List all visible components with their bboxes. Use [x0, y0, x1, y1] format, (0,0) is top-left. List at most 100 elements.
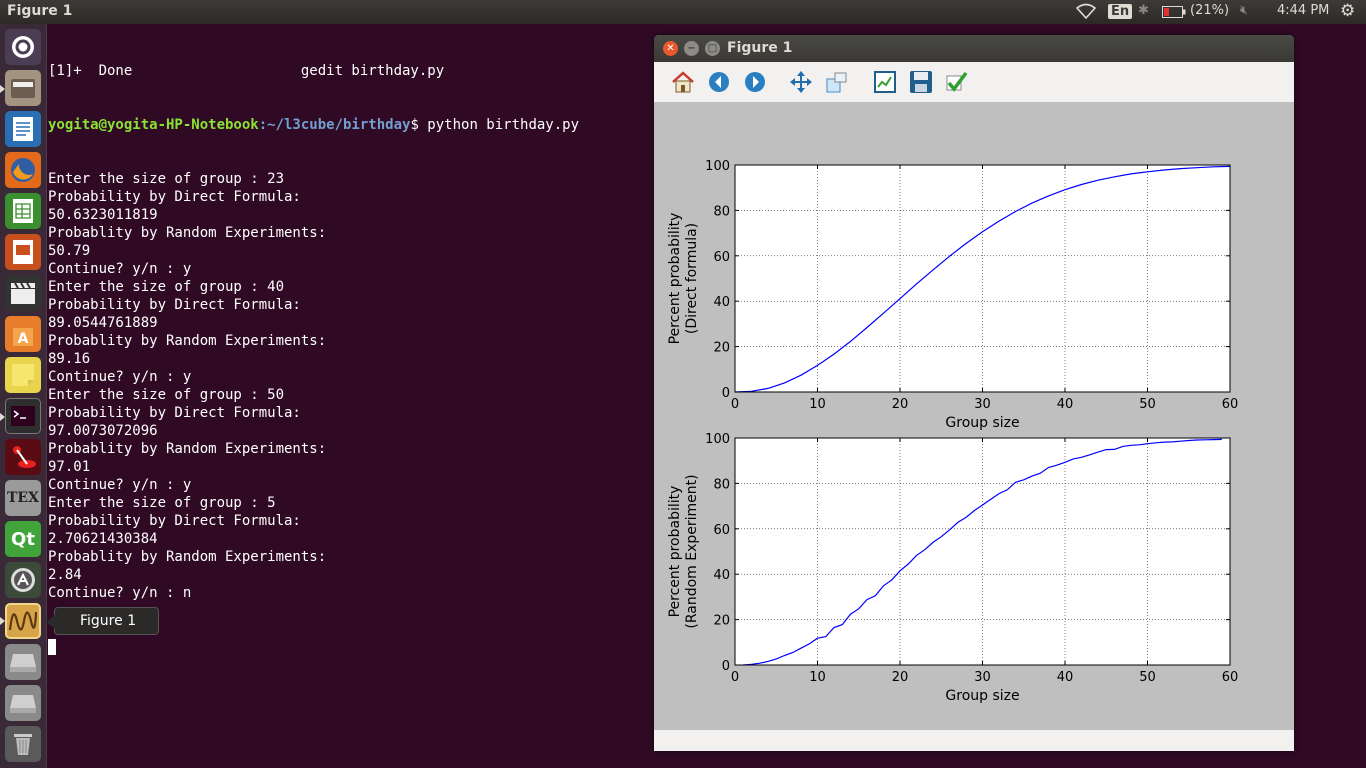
libreoffice-impress-icon[interactable]	[5, 234, 41, 270]
gear-icon[interactable]: ⚙	[1340, 1, 1356, 21]
y-tick-label: 100	[705, 159, 730, 174]
terminal-line: Probablity by Random Experiments:	[48, 225, 327, 241]
clock[interactable]: 4:44 PM	[1277, 3, 1330, 18]
chart-1: 0 10 20 30 40 50 60 0 20 40 60 80 100 Group size Perce…	[667, 159, 1238, 431]
x-tick-label: 30	[974, 670, 991, 685]
tex-icon[interactable]: TEX	[5, 480, 41, 516]
drive-icon[interactable]	[5, 685, 41, 721]
y-tick-label: 0	[722, 386, 730, 401]
window-titlebar[interactable]: ✕ − □ Figure 1	[654, 35, 1294, 62]
x-tick-label: 50	[1139, 670, 1156, 685]
job-status-line: [1]+ Done gedit birthday.py	[48, 63, 445, 79]
terminal-output[interactable]: [1]+ Done gedit birthday.py yogita@yogit…	[48, 26, 648, 674]
y-tick-label: 60	[713, 523, 730, 538]
x-tick-label: 0	[731, 397, 739, 412]
wifi-icon[interactable]	[1075, 3, 1097, 23]
home-icon[interactable]	[670, 69, 696, 95]
top-panel: Figure 1 En ✱ (21%) 🔇︎ 4:44 PM ⚙	[0, 0, 1366, 24]
y-tick-label: 20	[713, 614, 730, 629]
chart-2: 0 10 20 30 40 50 60 0 20 40 60 80 100 Group size Perce…	[667, 432, 1238, 704]
updater-icon[interactable]	[5, 562, 41, 598]
x-tick-label: 10	[809, 397, 826, 412]
prompt-user: yogita@yogita-HP-Notebook	[48, 117, 259, 133]
y-tick-label: 60	[713, 250, 730, 265]
zoom-icon[interactable]	[824, 69, 850, 95]
terminal-line: 2.70621430384	[48, 531, 158, 547]
files-icon[interactable]	[5, 70, 41, 106]
sound-muted-icon[interactable]: 🔇︎	[1240, 3, 1249, 18]
launcher-tooltip: Figure 1	[46, 607, 159, 635]
axes-frame	[734, 164, 1231, 393]
terminal-line: 97.01	[48, 459, 91, 475]
configure-subplots-icon[interactable]	[872, 69, 898, 95]
cursor-line	[48, 638, 648, 656]
battery-percent[interactable]: (21%)	[1190, 3, 1230, 18]
pan-icon[interactable]	[788, 69, 814, 95]
figure-app-icon[interactable]	[5, 603, 41, 639]
svg-text:A: A	[18, 331, 29, 347]
terminal-line: 89.0544761889	[48, 315, 158, 331]
running-indicator	[0, 85, 5, 93]
video-editor-icon[interactable]	[5, 275, 41, 311]
y-tick-label: 80	[713, 204, 730, 219]
navigation-toolbar	[654, 62, 1294, 102]
terminal-line: Continue? y/n : n	[48, 585, 192, 601]
terminal-line: 50.6323011819	[48, 207, 158, 223]
y-tick-label: 20	[713, 341, 730, 356]
data-series-line	[743, 438, 1222, 666]
terminal-line: Continue? y/n : y	[48, 369, 192, 385]
forward-icon[interactable]	[742, 69, 768, 95]
libreoffice-writer-icon[interactable]	[5, 111, 41, 147]
terminal-line: Probability by Direct Formula:	[48, 513, 301, 529]
terminal-icon[interactable]	[5, 398, 41, 434]
x-tick-label: 50	[1139, 397, 1156, 412]
terminal-line: Probablity by Random Experiments:	[48, 333, 327, 349]
x-tick-label: 0	[731, 670, 739, 685]
minimize-icon[interactable]: −	[684, 41, 699, 56]
media-tool-icon[interactable]	[5, 439, 41, 475]
terminal-line: Enter the size of group : 40	[48, 279, 285, 295]
output-lines: Enter the size of group : 23 Probability …	[48, 170, 648, 602]
terminal-line: Probability by Direct Formula:	[48, 297, 301, 313]
y-tick-label: 0	[722, 659, 730, 674]
software-center-icon[interactable]: A	[5, 316, 41, 352]
maximize-icon[interactable]: □	[705, 41, 720, 56]
y-tick-label: 80	[713, 477, 730, 492]
close-icon[interactable]: ✕	[663, 41, 678, 56]
terminal-line: Enter the size of group : 5	[48, 495, 276, 511]
y-tick-label: 40	[713, 295, 730, 310]
text-cursor[interactable]	[48, 639, 56, 655]
running-indicator	[0, 617, 5, 625]
save-icon[interactable]	[908, 69, 934, 95]
x-tick-label: 40	[1057, 397, 1074, 412]
figure-window[interactable]: ✕ − □ Figure 1 0 10 20 30 40 50 60 0 20 40 60 80 100…	[654, 35, 1294, 751]
qt-creator-icon[interactable]: Qt	[5, 521, 41, 557]
libreoffice-calc-icon[interactable]	[5, 193, 41, 229]
notes-icon[interactable]	[5, 357, 41, 393]
edit-parameters-icon[interactable]	[944, 69, 970, 95]
y-axis-label: Percent probability	[667, 486, 683, 618]
back-icon[interactable]	[706, 69, 732, 95]
terminal-line: Enter the size of group : 50	[48, 387, 285, 403]
y-tick-label: 100	[705, 432, 730, 447]
battery-icon[interactable]	[1162, 6, 1186, 22]
firefox-icon[interactable]	[5, 152, 41, 188]
bluetooth-icon[interactable]: ✱	[1138, 3, 1149, 18]
status-bar	[654, 730, 1294, 751]
x-tick-label: 20	[892, 397, 909, 412]
x-tick-label: 20	[892, 670, 909, 685]
terminal-line: Continue? y/n : y	[48, 261, 192, 277]
terminal-line: 50.79	[48, 243, 91, 259]
terminal-line: Probability by Direct Formula:	[48, 405, 301, 421]
terminal-line: Probability by Direct Formula:	[48, 189, 301, 205]
keyboard-layout-indicator[interactable]: En	[1108, 4, 1133, 19]
data-series-line	[734, 165, 1231, 393]
y-tick-label: 40	[713, 568, 730, 583]
dash-home-icon[interactable]	[5, 29, 41, 65]
x-tick-label: 40	[1057, 670, 1074, 685]
trash-icon[interactable]	[5, 726, 41, 762]
running-indicator	[0, 413, 5, 421]
prompt-path: :~/l3cube/birthday	[258, 117, 411, 133]
drive-icon[interactable]	[5, 644, 41, 680]
